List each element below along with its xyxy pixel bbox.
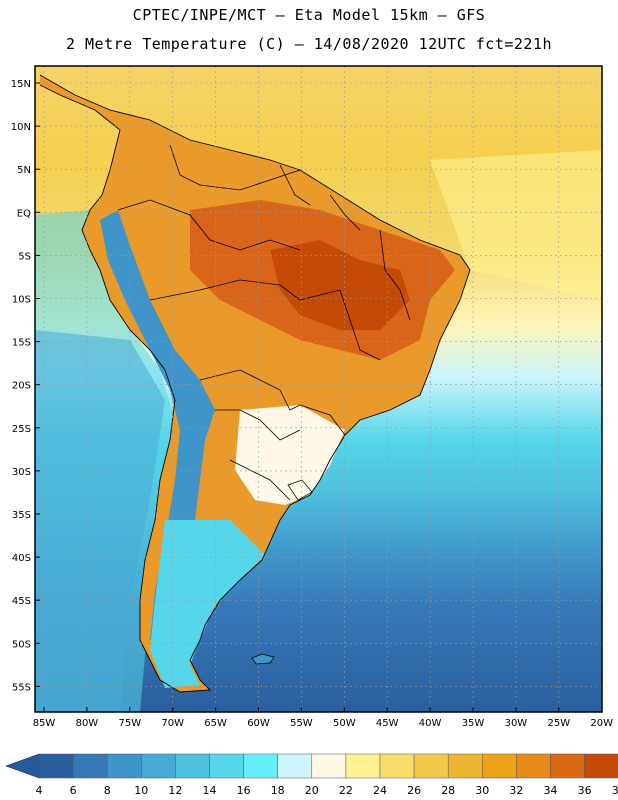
colorbar-swatch <box>482 753 517 779</box>
longitude-label: 65W <box>204 718 227 729</box>
colorbar-label: 10 <box>134 784 148 797</box>
colorbar-swatch <box>311 753 347 779</box>
amazon-hottest-core <box>270 240 410 330</box>
colorbar-swatch <box>106 753 142 779</box>
latitude-label: 5S <box>18 251 31 262</box>
colorbar-label: 14 <box>203 784 217 797</box>
colorbar-label: 4 <box>36 784 43 797</box>
colorbar-swatch <box>243 753 278 779</box>
lagoa-dos-patos <box>287 479 313 501</box>
latitude-label: 30S <box>12 467 31 478</box>
temperature-map: 15N 10N 5N EQ 5S 10S 15S 20S 25S 30S 35S 40S 45S 50S 5… <box>11 65 613 729</box>
longitude-label: 40W <box>419 718 442 729</box>
longitude-label: 30W <box>505 718 528 729</box>
colorbar-swatch <box>209 753 244 779</box>
colorbar-label: 30 <box>475 784 489 797</box>
patagonia-cool <box>150 520 265 688</box>
colorbar-label: 28 <box>441 784 455 797</box>
longitude-label: 80W <box>76 718 99 729</box>
colorbar-swatch <box>175 753 210 779</box>
colorbar-label: 36 <box>578 784 592 797</box>
colorbar-label: 32 <box>509 784 523 797</box>
colorbar-label: 22 <box>339 784 353 797</box>
colorbar-label: 24 <box>373 784 387 797</box>
longitude-label: 55W <box>290 718 313 729</box>
longitude-label: 70W <box>161 718 184 729</box>
longitude-label: 75W <box>118 718 141 729</box>
colorbar-swatch <box>516 753 551 779</box>
colorbar-swatch <box>550 753 585 779</box>
country-borders <box>117 144 411 501</box>
colorbar-swatch <box>72 753 108 779</box>
colorbar-swatch <box>379 753 415 779</box>
colorbar-swatch <box>141 753 176 779</box>
latitude-label: EQ <box>17 208 31 219</box>
colorbar-label: 20 <box>305 784 319 797</box>
colorbar-swatch <box>38 753 74 779</box>
colorbar-swatch <box>584 753 618 779</box>
latitude-label: 55S <box>12 682 31 693</box>
pacific-cold-band <box>35 330 165 712</box>
colorbar-label: 34 <box>544 784 558 797</box>
map-title-line-1: CPTEC/INPE/MCT – Eta Model 15km – GFS <box>132 6 486 24</box>
latitude-label: 10S <box>12 295 31 306</box>
southern-brazil-cool <box>235 405 345 505</box>
map-title-line-2: 2 Metre Temperature (C) – 14/08/2020 12U… <box>65 35 553 53</box>
map-frame <box>34 65 603 713</box>
colorbar: 4 6 8 10 12 14 16 18 20 22 24 26 28 30 32 34 36 38 <box>5 753 618 797</box>
colorbar-label: 26 <box>407 784 421 797</box>
latitude-label: 25S <box>12 424 31 435</box>
longitude-label: 85W <box>33 718 56 729</box>
longitude-label: 20W <box>590 718 613 729</box>
longitude-label: 25W <box>547 718 570 729</box>
latitude-label: 20S <box>12 381 31 392</box>
latitude-label: 50S <box>12 639 31 650</box>
latitude-label: 35S <box>12 510 31 521</box>
colorbar-swatch <box>447 753 483 779</box>
longitude-label: 45W <box>376 718 399 729</box>
colorbar-label: 16 <box>237 784 251 797</box>
colorbar-swatch <box>277 753 313 779</box>
latitude-label: 40S <box>12 553 31 564</box>
longitude-label: 50W <box>333 718 356 729</box>
colorbar-label: 8 <box>104 784 111 797</box>
colorbar-swatch <box>345 753 381 779</box>
falkland-islands <box>251 653 275 665</box>
colorbar-label: 12 <box>168 784 182 797</box>
latitude-label: 15N <box>11 79 31 90</box>
colorbar-label: 38 <box>612 784 618 797</box>
longitude-label: 60W <box>247 718 270 729</box>
colorbar-label: 6 <box>70 784 77 797</box>
colorbar-swatch <box>413 753 449 779</box>
longitude-label: 35W <box>462 718 485 729</box>
coastline <box>39 74 471 693</box>
latitude-labels: 15N 10N 5N EQ 5S 10S 15S 20S 25S 30S 35S 40S 45S 50S 5… <box>11 79 40 693</box>
latitude-label: 5N <box>17 165 31 176</box>
colorbar-under-arrow <box>5 753 40 779</box>
latitude-label: 45S <box>12 596 31 607</box>
longitude-labels: 85W 80W 75W 70W 65W 60W 55W 50W 45W 40W 35W 30W 25W 2… <box>33 707 613 729</box>
colorbar-label: 18 <box>271 784 285 797</box>
latitude-label: 10N <box>11 122 31 133</box>
latitude-label: 15S <box>12 338 31 349</box>
